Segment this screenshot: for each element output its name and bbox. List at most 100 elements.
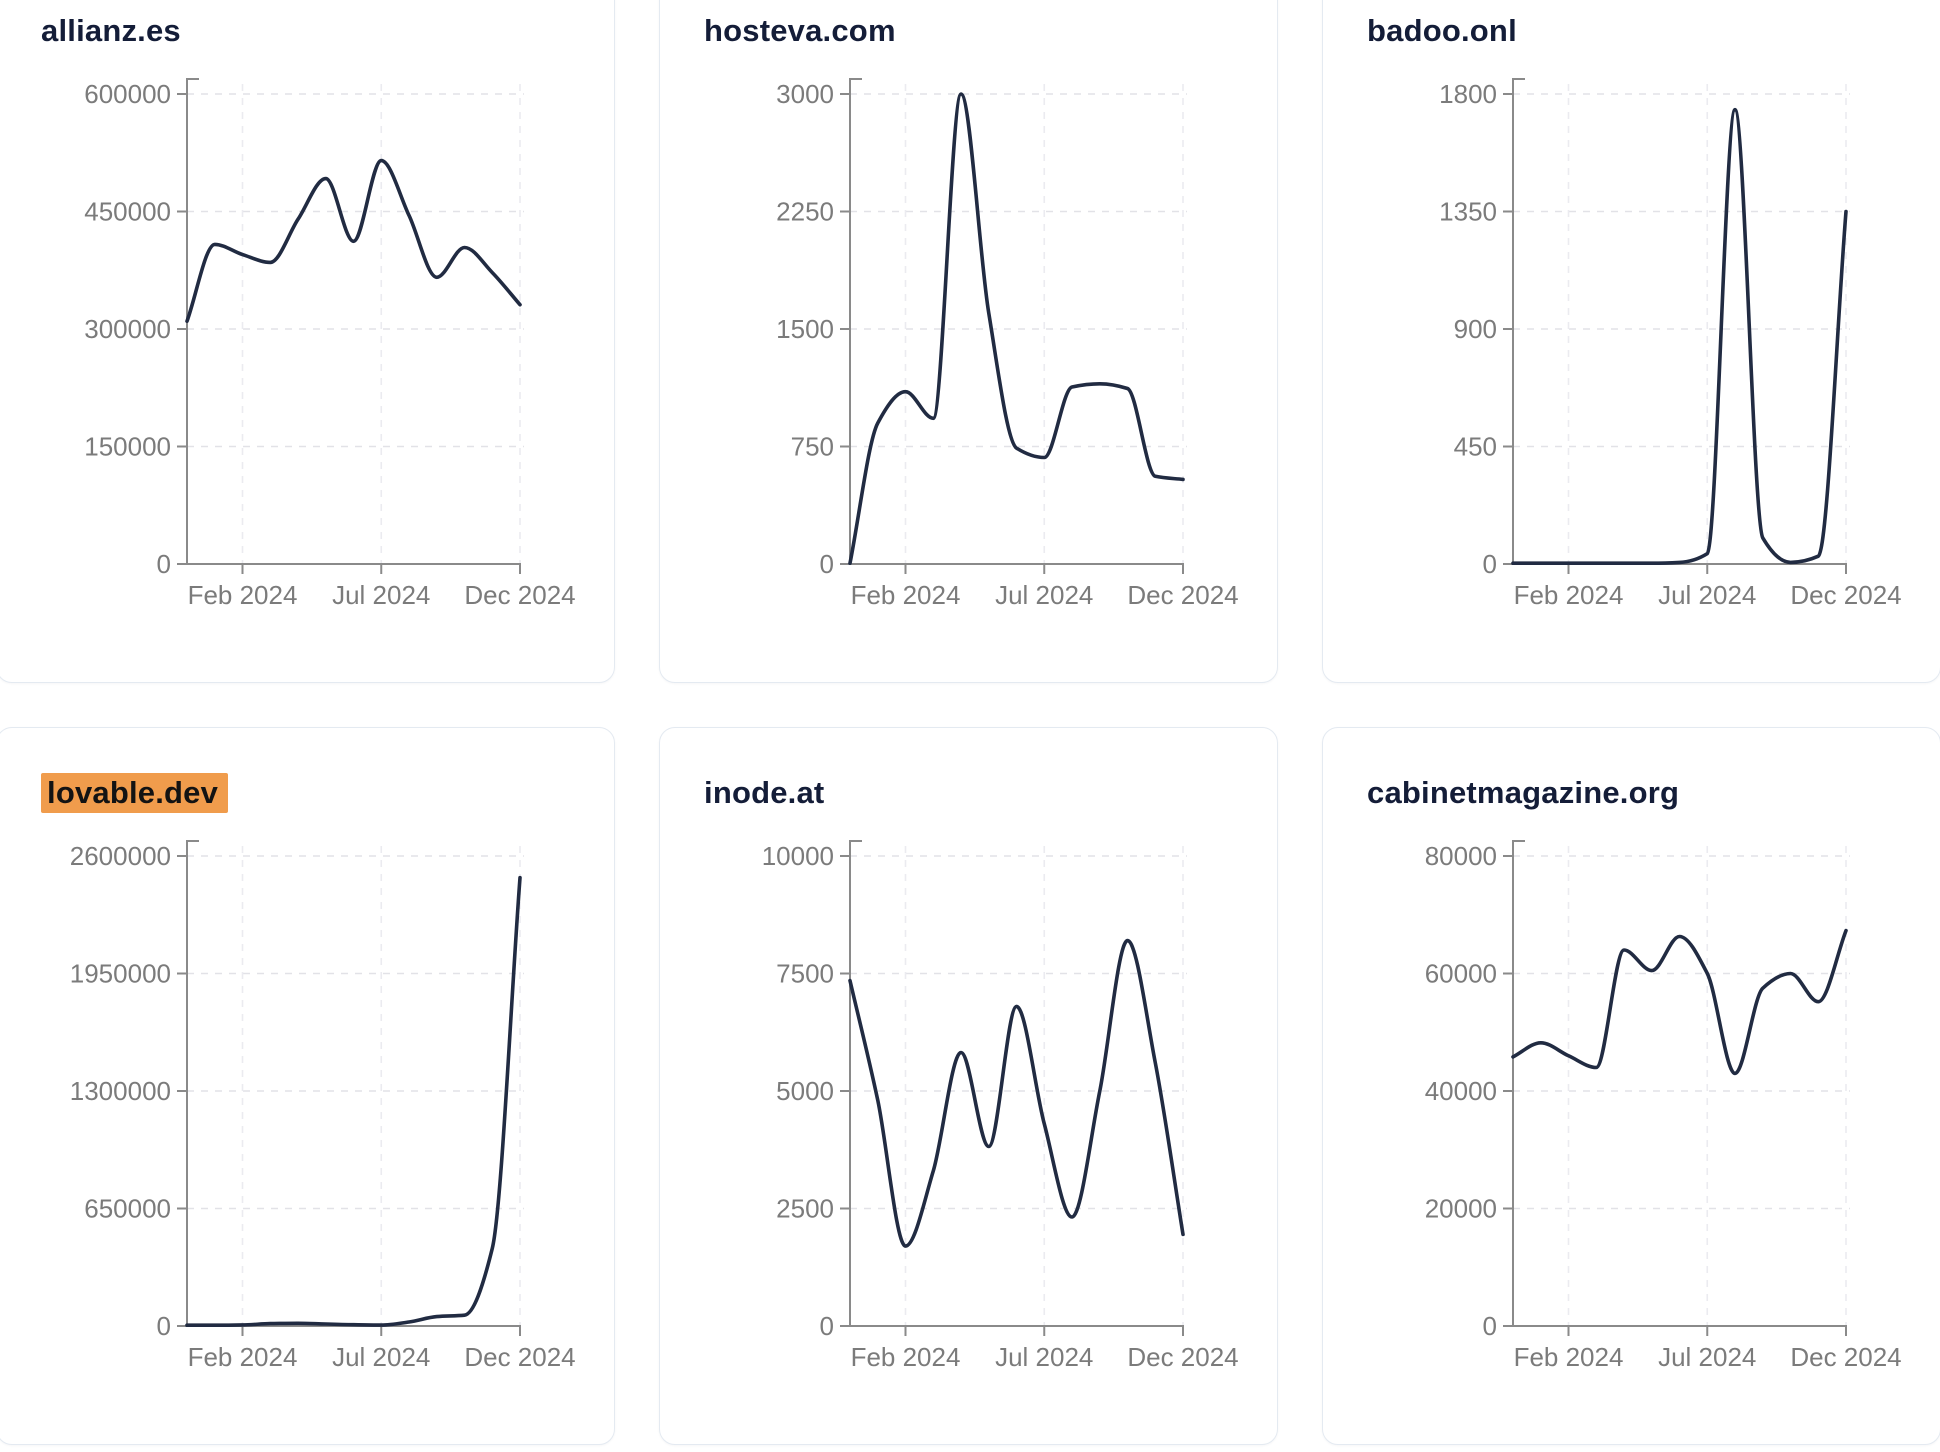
x-tick-label: Dec 2024 (1127, 1342, 1238, 1372)
x-tick-label: Feb 2024 (1514, 580, 1624, 610)
gridlines (187, 84, 524, 564)
x-tick-label: Feb 2024 (188, 1342, 298, 1372)
axes (177, 78, 521, 574)
y-tick-label: 750 (791, 432, 834, 462)
y-tick-label: 600000 (84, 79, 171, 109)
domain-title: lovable.dev (41, 772, 614, 814)
traffic-series-line (1511, 107, 1848, 565)
domain-card: hosteva.com 0 750 1500 2250 3000 Feb 2024 Jul 2… (659, 0, 1278, 683)
traffic-line-chart: 0 450 900 1350 1800 Feb 2024 Jul 2024 Dec 2024 (1439, 78, 1902, 610)
y-tick-label: 2600000 (70, 841, 171, 871)
gridlines (850, 846, 1187, 1326)
domain-title-text: allianz.es (41, 13, 181, 48)
domain-card: badoo.onl 0 450 900 1350 1800 Feb 2024 Jul 2024… (1322, 0, 1940, 683)
x-tick-label: Jul 2024 (1658, 1342, 1756, 1372)
y-tick-label: 0 (1483, 549, 1497, 579)
domain-title-text-highlighted: lovable.dev (41, 773, 229, 813)
domain-title-text: inode.at (704, 775, 825, 810)
y-tick-label: 1350 (1439, 197, 1497, 227)
y-tick-label: 650000 (84, 1194, 171, 1224)
domain-title: hosteva.com (704, 10, 1277, 52)
x-axis-labels: Feb 2024 Jul 2024 Dec 2024 (851, 1342, 1239, 1372)
y-tick-label: 0 (1483, 1311, 1497, 1341)
y-tick-label: 1800 (1439, 79, 1497, 109)
gridlines (187, 846, 524, 1326)
axes (177, 840, 521, 1336)
traffic-series-line (185, 158, 522, 323)
traffic-line-chart: 0 2500 5000 7500 10000 Feb 2024 Jul 2024 Dec 20… (762, 840, 1239, 1372)
y-tick-label: 0 (820, 549, 834, 579)
domain-title: cabinetmagazine.org (1367, 772, 1940, 814)
y-tick-label: 900 (1454, 314, 1497, 344)
x-axis-labels: Feb 2024 Jul 2024 Dec 2024 (851, 580, 1239, 610)
y-tick-label: 2250 (776, 197, 834, 227)
y-axis-labels: 0 650000 1300000 1950000 2600000 (70, 841, 171, 1341)
axes (840, 78, 1184, 574)
domain-card: lovable.dev 0 650000 1300000 1950000 2600000 F… (0, 727, 615, 1445)
domain-card: inode.at 0 2500 5000 7500 10000 Feb 2024 Jul 20… (659, 727, 1278, 1445)
traffic-series-line (848, 92, 1185, 565)
axes (840, 840, 1184, 1336)
y-tick-label: 0 (157, 549, 171, 579)
y-tick-label: 300000 (84, 314, 171, 344)
x-tick-label: Feb 2024 (851, 1342, 961, 1372)
x-tick-label: Dec 2024 (1790, 1342, 1901, 1372)
y-tick-label: 1950000 (70, 959, 171, 989)
y-tick-label: 450000 (84, 197, 171, 227)
x-tick-label: Jul 2024 (332, 1342, 430, 1372)
gridlines (1513, 84, 1850, 564)
domain-card: allianz.es 0 150000 300000 450000 600000 Feb 2… (0, 0, 615, 683)
y-tick-label: 7500 (776, 959, 834, 989)
x-tick-label: Dec 2024 (464, 580, 575, 610)
y-tick-label: 0 (157, 1311, 171, 1341)
y-axis-labels: 0 2500 5000 7500 10000 (762, 841, 834, 1341)
y-tick-label: 20000 (1425, 1194, 1497, 1224)
y-tick-label: 3000 (776, 79, 834, 109)
x-tick-label: Jul 2024 (332, 580, 430, 610)
domain-title-text: cabinetmagazine.org (1367, 775, 1680, 810)
x-axis-labels: Feb 2024 Jul 2024 Dec 2024 (1514, 1342, 1902, 1372)
traffic-series-line (848, 938, 1185, 1248)
y-tick-label: 2500 (776, 1194, 834, 1224)
y-tick-label: 150000 (84, 432, 171, 462)
y-tick-label: 0 (820, 1311, 834, 1341)
traffic-series-line (1511, 928, 1848, 1076)
traffic-line-chart: 0 150000 300000 450000 600000 Feb 2024 Jul 202… (84, 78, 576, 610)
y-tick-label: 60000 (1425, 959, 1497, 989)
x-axis-labels: Feb 2024 Jul 2024 Dec 2024 (1514, 580, 1902, 610)
gridlines (1513, 846, 1850, 1326)
x-tick-label: Feb 2024 (1514, 1342, 1624, 1372)
x-axis-labels: Feb 2024 Jul 2024 Dec 2024 (188, 1342, 576, 1372)
axes (1503, 840, 1847, 1336)
y-axis-labels: 0 20000 40000 60000 80000 (1425, 841, 1497, 1341)
domain-title: badoo.onl (1367, 10, 1940, 52)
y-tick-label: 80000 (1425, 841, 1497, 871)
x-tick-label: Dec 2024 (1127, 580, 1238, 610)
traffic-line-chart: 0 650000 1300000 1950000 2600000 Feb 2024 Jul … (70, 840, 576, 1372)
traffic-line-chart: 0 750 1500 2250 3000 Feb 2024 Jul 2024 Dec 2024 (776, 78, 1239, 610)
domain-title: inode.at (704, 772, 1277, 814)
y-axis-labels: 0 150000 300000 450000 600000 (84, 79, 171, 579)
y-tick-label: 5000 (776, 1076, 834, 1106)
y-axis-labels: 0 750 1500 2250 3000 (776, 79, 834, 579)
y-tick-label: 40000 (1425, 1076, 1497, 1106)
x-tick-label: Jul 2024 (995, 580, 1093, 610)
traffic-line-chart: 0 20000 40000 60000 80000 Feb 2024 Jul 2024 Dec… (1425, 840, 1902, 1372)
x-tick-label: Jul 2024 (995, 1342, 1093, 1372)
axes (1503, 78, 1847, 574)
y-tick-label: 1500 (776, 314, 834, 344)
y-tick-label: 10000 (762, 841, 834, 871)
x-tick-label: Dec 2024 (464, 1342, 575, 1372)
y-tick-label: 450 (1454, 432, 1497, 462)
domain-card: cabinetmagazine.org 0 20000 40000 60000 80000… (1322, 727, 1940, 1445)
domain-title: allianz.es (41, 10, 614, 52)
x-tick-label: Feb 2024 (188, 580, 298, 610)
x-axis-labels: Feb 2024 Jul 2024 Dec 2024 (188, 580, 576, 610)
traffic-series-line (185, 875, 522, 1327)
x-tick-label: Jul 2024 (1658, 580, 1756, 610)
y-axis-labels: 0 450 900 1350 1800 (1439, 79, 1497, 579)
x-tick-label: Feb 2024 (851, 580, 961, 610)
x-tick-label: Dec 2024 (1790, 580, 1901, 610)
domain-title-text: hosteva.com (704, 13, 896, 48)
